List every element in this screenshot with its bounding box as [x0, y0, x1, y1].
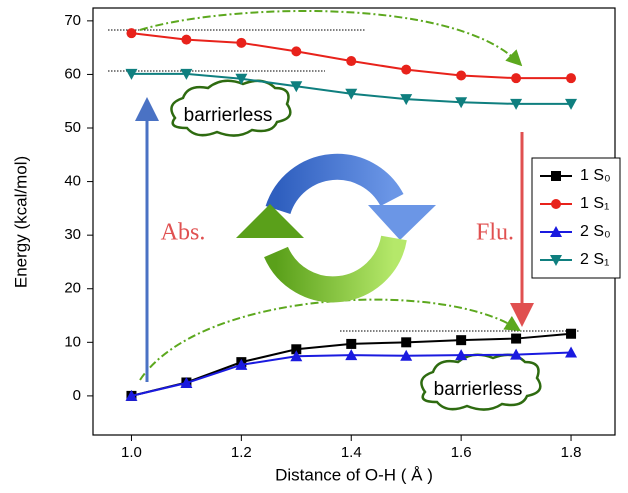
marker [291, 46, 301, 56]
x-tick-label: 1.0 [121, 444, 142, 461]
marker [181, 35, 191, 45]
marker [456, 335, 466, 345]
y-tick-label: 0 [73, 387, 81, 404]
marker [346, 339, 356, 349]
series-line [131, 33, 571, 78]
annotation: Abs. [161, 220, 206, 246]
legend-marker [551, 199, 561, 209]
marker [236, 38, 246, 48]
y-tick-label: 70 [64, 12, 81, 29]
marker [511, 334, 521, 344]
marker [566, 329, 576, 339]
marker [456, 71, 466, 81]
annotation: barrierless [434, 379, 523, 400]
y-tick-label: 60 [64, 65, 81, 82]
y-tick-label: 30 [64, 226, 81, 243]
x-axis-title: Distance of O-H ( Å ) [275, 465, 433, 484]
legend-label: 1 S₁ [580, 195, 609, 212]
annotation: Flu. [476, 220, 514, 246]
marker [126, 28, 136, 38]
legend-label: 2 S₀ [580, 223, 611, 240]
x-tick-label: 1.8 [561, 444, 582, 461]
x-tick-label: 1.2 [231, 444, 252, 461]
y-tick-label: 40 [64, 173, 81, 190]
marker [401, 337, 411, 347]
x-tick-label: 1.4 [341, 444, 362, 461]
marker [346, 56, 356, 66]
decorations [108, 11, 580, 410]
annotation: barrierless [184, 105, 273, 126]
x-tick-label: 1.6 [451, 444, 472, 461]
legend-label: 2 S₁ [580, 251, 609, 268]
marker [401, 65, 411, 75]
y-axis-title: Energy (kcal/mol) [11, 156, 30, 288]
legend-label: 1 S₀ [580, 167, 611, 184]
marker [511, 73, 521, 83]
y-tick-label: 10 [64, 333, 81, 350]
legend-marker [551, 171, 561, 181]
marker [566, 73, 576, 83]
y-tick-label: 50 [64, 119, 81, 136]
chart: Distance of O-H ( Å ) Energy (kcal/mol) … [0, 0, 628, 488]
y-tick-label: 20 [64, 280, 81, 297]
